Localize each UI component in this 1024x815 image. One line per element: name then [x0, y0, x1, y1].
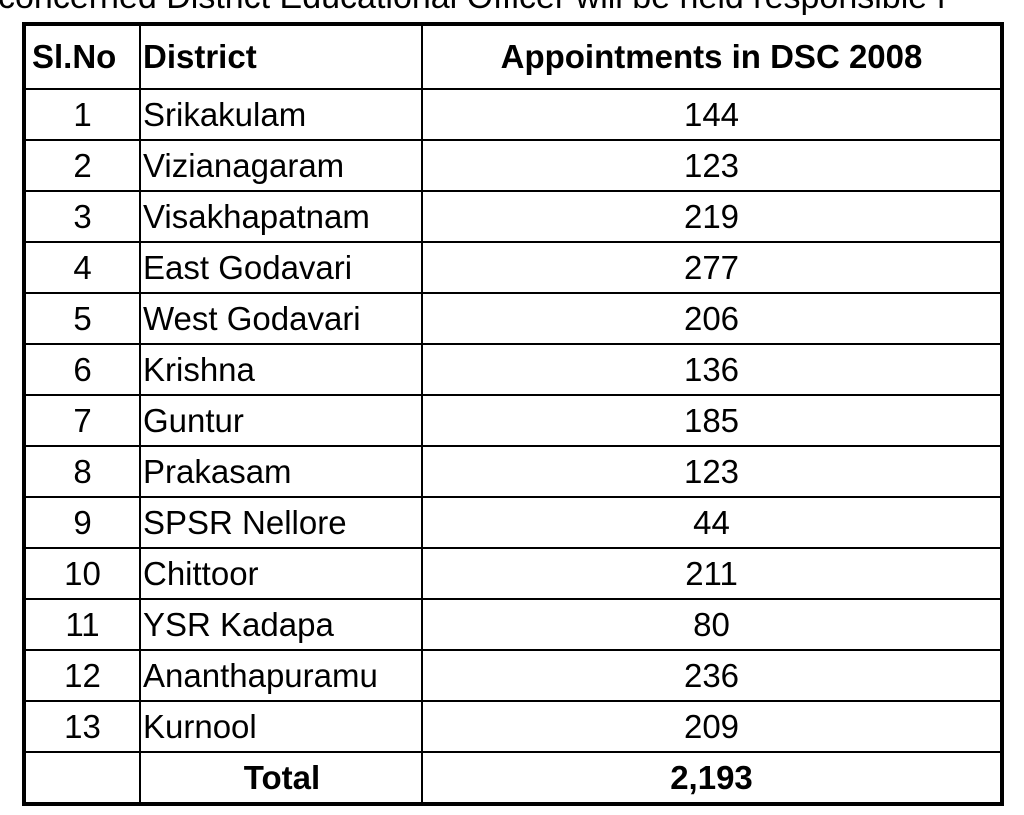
cell-sl-no: 5: [23, 292, 141, 345]
cell-sl-no: 2: [23, 139, 141, 192]
table-row: 8 Prakasam 123: [23, 445, 1003, 498]
cell-district: Visakhapatnam: [139, 190, 423, 243]
cell-appointments: 144: [421, 88, 1003, 141]
cell-district: Krishna: [139, 343, 423, 396]
cell-sl-no: 8: [23, 445, 141, 498]
preceding-text-line: concerned District Educational Officer w…: [0, 0, 946, 17]
cell-appointments: 219: [421, 190, 1003, 243]
cell-sl-no: 3: [23, 190, 141, 243]
table-row: 1 Srikakulam 144: [23, 88, 1003, 141]
header-sl-no: Sl.No: [23, 23, 141, 90]
cell-district: Vizianagaram: [139, 139, 423, 192]
table-row: 7 Guntur 185: [23, 394, 1003, 447]
cell-appointments: 123: [421, 445, 1003, 498]
cell-appointments: 209: [421, 700, 1003, 753]
cell-appointments: 211: [421, 547, 1003, 600]
cell-appointments: 80: [421, 598, 1003, 651]
cell-sl-no: 11: [23, 598, 141, 651]
header-appointments: Appointments in DSC 2008: [421, 23, 1003, 90]
cell-district: Chittoor: [139, 547, 423, 600]
table-row: 6 Krishna 136: [23, 343, 1003, 396]
cell-district: Srikakulam: [139, 88, 423, 141]
cell-total-empty: [23, 751, 141, 805]
cell-appointments: 136: [421, 343, 1003, 396]
cell-appointments: 206: [421, 292, 1003, 345]
cell-sl-no: 12: [23, 649, 141, 702]
cell-sl-no: 10: [23, 547, 141, 600]
cell-district: West Godavari: [139, 292, 423, 345]
header-district: District: [139, 23, 423, 90]
cell-sl-no: 6: [23, 343, 141, 396]
cell-appointments: 185: [421, 394, 1003, 447]
cell-district: Prakasam: [139, 445, 423, 498]
cell-district: Ananthapuramu: [139, 649, 423, 702]
table-row: 4 East Godavari 277: [23, 241, 1003, 294]
table-row: 13 Kurnool 209: [23, 700, 1003, 753]
cell-sl-no: 7: [23, 394, 141, 447]
appointments-table: Sl.No District Appointments in DSC 2008 …: [22, 22, 1004, 806]
table-row: 11 YSR Kadapa 80: [23, 598, 1003, 651]
cell-district: Guntur: [139, 394, 423, 447]
total-label: Total: [139, 751, 423, 805]
table-row: 12 Ananthapuramu 236: [23, 649, 1003, 702]
cell-sl-no: 4: [23, 241, 141, 294]
cell-district: SPSR Nellore: [139, 496, 423, 549]
cell-district: Kurnool: [139, 700, 423, 753]
table-row: 9 SPSR Nellore 44: [23, 496, 1003, 549]
table-header-row: Sl.No District Appointments in DSC 2008: [23, 23, 1003, 90]
cell-district: YSR Kadapa: [139, 598, 423, 651]
cell-appointments: 123: [421, 139, 1003, 192]
table-row: 5 West Godavari 206: [23, 292, 1003, 345]
cell-appointments: 277: [421, 241, 1003, 294]
total-value: 2,193: [421, 751, 1003, 805]
table-row: 2 Vizianagaram 123: [23, 139, 1003, 192]
cell-sl-no: 13: [23, 700, 141, 753]
cell-sl-no: 9: [23, 496, 141, 549]
cell-appointments: 236: [421, 649, 1003, 702]
cell-sl-no: 1: [23, 88, 141, 141]
cell-appointments: 44: [421, 496, 1003, 549]
table-row: 10 Chittoor 211: [23, 547, 1003, 600]
table-row: 3 Visakhapatnam 219: [23, 190, 1003, 243]
cell-district: East Godavari: [139, 241, 423, 294]
total-row: Total 2,193: [23, 751, 1003, 805]
